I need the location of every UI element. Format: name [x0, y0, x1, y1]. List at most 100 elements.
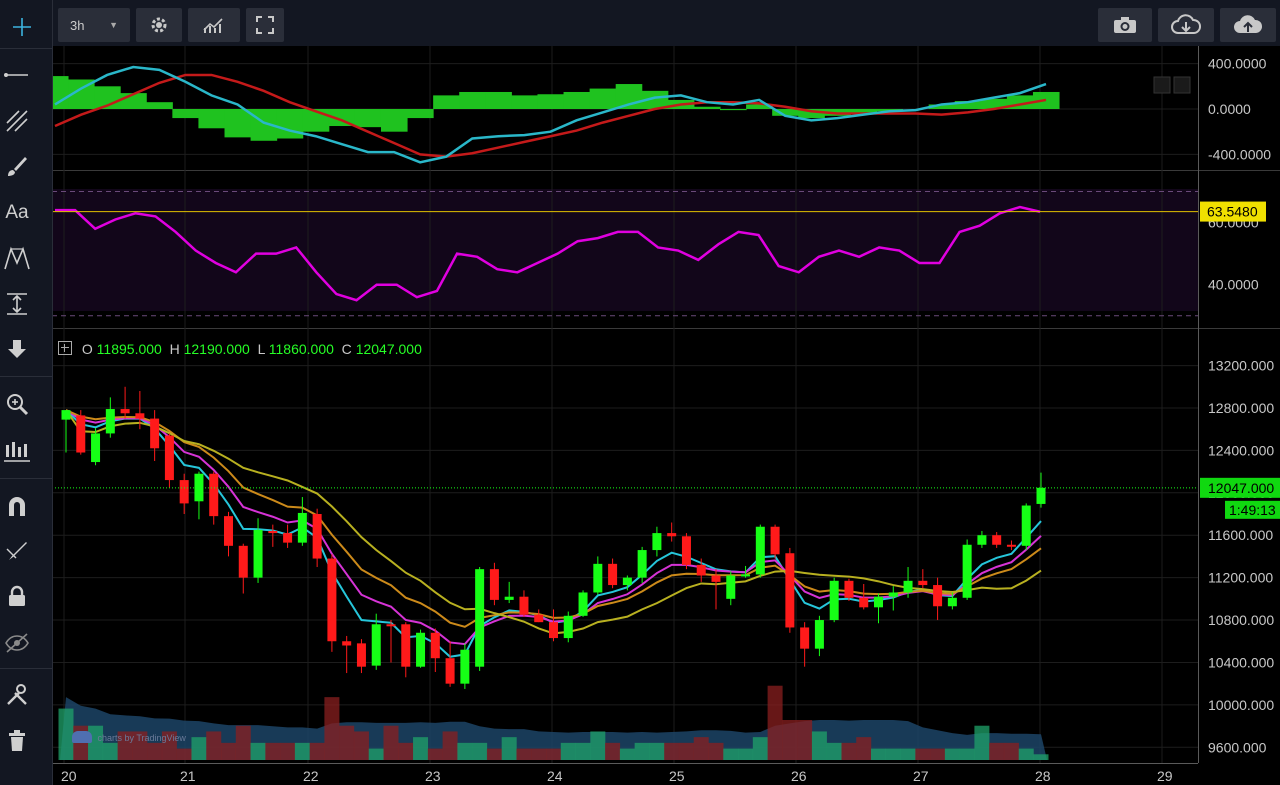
- candle-body: [637, 550, 647, 578]
- measure-tool[interactable]: [0, 287, 34, 321]
- volume-bar: [206, 731, 222, 760]
- volume-bar: [797, 720, 813, 760]
- candle-body: [622, 577, 632, 586]
- candle-body: [475, 569, 485, 667]
- candle-body: [489, 569, 499, 600]
- volume-bar: [575, 742, 591, 760]
- rsi-band: [52, 189, 1198, 311]
- close-label: C: [341, 341, 352, 357]
- pattern-tool[interactable]: [0, 241, 34, 275]
- volume-bar: [102, 742, 118, 760]
- volume-bar: [546, 748, 561, 760]
- volume-bar: [974, 725, 990, 760]
- crosshair-tool[interactable]: [0, 10, 44, 44]
- candle-body: [504, 596, 514, 600]
- macd-tick-label: 0.0000: [1208, 101, 1251, 117]
- trash-icon: [9, 730, 25, 751]
- candle-body: [534, 614, 544, 623]
- candle-body: [711, 575, 721, 582]
- candle-body: [741, 574, 751, 577]
- macd-pane: [41, 65, 1060, 164]
- macd-histogram-bar: [798, 109, 825, 119]
- interval-dropdown[interactable]: 3h ▼: [58, 8, 130, 42]
- x-tick-label: 25: [669, 768, 685, 784]
- candle-body: [755, 526, 765, 575]
- volume-bar: [723, 748, 739, 760]
- candle-body: [726, 575, 736, 599]
- measure-icon: [7, 293, 27, 315]
- volume-bar: [885, 748, 901, 760]
- price-tick-label: 9600.000: [1208, 739, 1267, 755]
- lock-drawings-tool[interactable]: [0, 534, 34, 568]
- indicators-button[interactable]: [188, 8, 240, 42]
- price-tick-label: 12400.000: [1208, 442, 1274, 458]
- fullscreen-button[interactable]: [246, 8, 284, 42]
- lock-tool[interactable]: [0, 579, 34, 613]
- volume-bar: [309, 742, 325, 760]
- snapshot-button[interactable]: [1098, 8, 1152, 42]
- volume-bar: [88, 725, 104, 760]
- rsi-value-badge: [1200, 201, 1266, 222]
- low-value: 11860.000: [268, 341, 334, 357]
- text-tool[interactable]: Aa: [0, 196, 34, 230]
- pane-minimize-icon: [1153, 76, 1171, 94]
- brush-tool[interactable]: [0, 150, 34, 184]
- macd-histogram-bar: [928, 104, 956, 109]
- volume-bar: [915, 748, 931, 760]
- volume-bar: [221, 742, 236, 760]
- last-price-badge: [1200, 477, 1280, 498]
- drawing-toolbar: Aa: [0, 0, 53, 785]
- candle-body: [844, 580, 854, 598]
- trend-line-tool[interactable]: [0, 58, 34, 92]
- macd-histogram-bar: [850, 109, 877, 114]
- countdown-badge: [1225, 500, 1280, 519]
- volume-bar: [176, 748, 192, 760]
- load-chart-button[interactable]: [1158, 8, 1214, 42]
- volume-bar: [634, 742, 650, 760]
- macd-histogram-bar: [433, 95, 460, 109]
- x-tick-label: 22: [303, 768, 319, 784]
- candle-body: [947, 597, 957, 607]
- price-range-tool[interactable]: [0, 435, 34, 469]
- candle-body: [933, 585, 943, 607]
- settings-button[interactable]: [136, 8, 182, 42]
- candle-body: [297, 512, 307, 543]
- hide-tool[interactable]: [0, 626, 34, 660]
- volume-bar: [472, 742, 488, 760]
- candle-body: [1006, 544, 1016, 547]
- volume-bar: [767, 685, 783, 760]
- remove-drawings[interactable]: [0, 724, 34, 758]
- arrow-tool[interactable]: [0, 332, 34, 366]
- candle-body: [519, 596, 529, 615]
- macd-line: [54, 65, 1047, 164]
- x-tick-label: 24: [547, 768, 563, 784]
- cloud-download-icon: [1171, 14, 1201, 34]
- macd-histogram-bar: [772, 109, 799, 116]
- volume-bar: [649, 742, 665, 760]
- save-chart-button[interactable]: [1220, 8, 1276, 42]
- macd-histogram-bar: [641, 90, 669, 109]
- volume-bar: [457, 742, 473, 760]
- pitchfork-tool[interactable]: [0, 104, 34, 138]
- ohlc-legend: O 11895.000 H 12190.000 L 11860.000 C 12…: [58, 341, 422, 357]
- volume-bar: [693, 737, 709, 760]
- magnet-tool[interactable]: [0, 489, 34, 523]
- legend-toggle-icon[interactable]: [58, 341, 72, 355]
- macd-histogram-bar: [511, 95, 538, 109]
- tools-menu[interactable]: [0, 678, 34, 712]
- close-value: 12047.000: [355, 341, 422, 357]
- macd-histogram-bar: [407, 109, 434, 119]
- volume-bar: [368, 748, 384, 760]
- macd-histogram-bar: [980, 98, 1008, 109]
- candle-body: [445, 658, 455, 684]
- zoom-tool[interactable]: [0, 387, 34, 421]
- price-tick-label: 10800.000: [1208, 612, 1274, 628]
- pane-maximize-icon: [1173, 76, 1191, 94]
- candle-body: [224, 516, 233, 546]
- candle-body: [238, 545, 248, 578]
- tools-icon: [7, 684, 27, 705]
- rsi-value-label: 63.5480: [1207, 204, 1258, 220]
- volume-bar: [413, 737, 429, 760]
- candle-body: [829, 580, 839, 621]
